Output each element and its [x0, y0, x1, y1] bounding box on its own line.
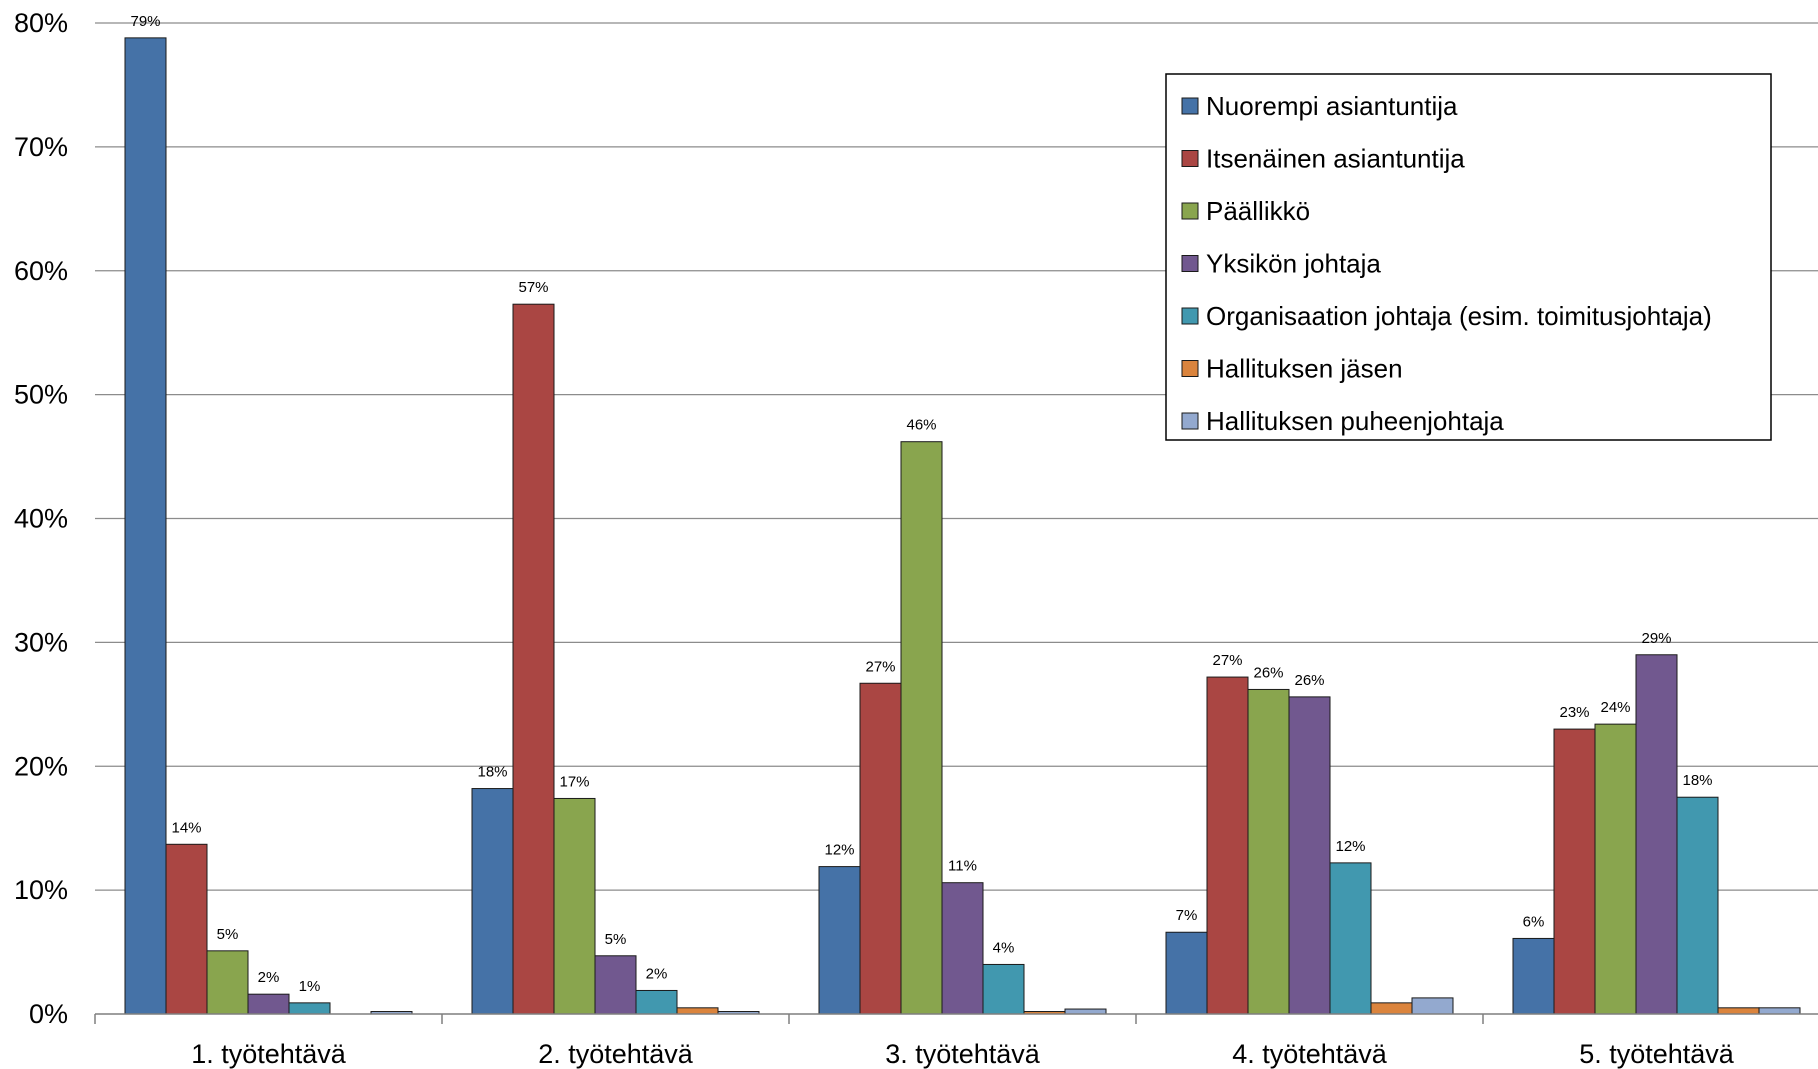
legend-swatch: [1181, 360, 1199, 377]
bar: [859, 682, 902, 1015]
legend-swatch: [1181, 255, 1199, 272]
data-label: 5%: [217, 926, 239, 943]
bar: [635, 989, 678, 1015]
y-tick-label: 50%: [14, 380, 68, 410]
x-tick-label: 4. työtehtävä: [1232, 1039, 1388, 1069]
y-tick-label: 10%: [14, 875, 68, 905]
x-tick-label: 2. työtehtävä: [538, 1039, 694, 1069]
data-label: 2%: [646, 965, 668, 982]
data-label: 18%: [477, 764, 507, 781]
data-label: 27%: [865, 658, 895, 675]
x-tick-label: 3. työtehtävä: [885, 1039, 1041, 1069]
y-tick-label: 80%: [14, 8, 68, 38]
data-label: 5%: [605, 931, 627, 948]
bar: [818, 866, 861, 1015]
data-label: 7%: [1176, 907, 1198, 924]
data-label: 12%: [1335, 838, 1365, 855]
legend-label: Yksikön johtaja: [1206, 249, 1381, 279]
data-labels: 79% 14% 5% 2% 1% 18% 57% 17% 5% 2% 12% 27% 46% 11% 4% 7…: [130, 13, 1712, 995]
bar: [1329, 862, 1372, 1015]
bar: [124, 37, 167, 1015]
bar: [1594, 723, 1637, 1015]
bar: [247, 993, 290, 1015]
legend-swatch: [1181, 412, 1199, 430]
data-label: 2%: [258, 969, 280, 986]
y-tick-label: 60%: [14, 256, 68, 286]
y-tick-label: 20%: [14, 751, 68, 781]
bar: [1717, 1007, 1760, 1015]
bar: [1206, 676, 1249, 1015]
bar: [1553, 728, 1596, 1015]
bar: [594, 955, 637, 1015]
legend-label: Itsenäinen asiantuntija: [1206, 144, 1465, 174]
legend-label: Nuorempi asiantuntija: [1206, 91, 1458, 121]
legend-label: Hallituksen jäsen: [1206, 354, 1403, 384]
data-label: 14%: [171, 819, 201, 836]
bar: [1370, 1002, 1413, 1015]
data-label: 17%: [559, 773, 589, 790]
legend-label: Hallituksen puheenjohtaja: [1206, 406, 1504, 436]
y-tick-label: 30%: [14, 627, 68, 657]
bars: [124, 37, 1801, 1015]
data-label: 23%: [1559, 704, 1589, 721]
y-tick-label: 40%: [14, 504, 68, 534]
data-label: 29%: [1641, 630, 1671, 647]
x-axis-tick-marks: [94, 1014, 1484, 1024]
bar: [206, 950, 249, 1015]
bar: [288, 1002, 331, 1015]
bar: [1165, 931, 1208, 1015]
data-label: 79%: [130, 13, 160, 30]
bar: [512, 303, 555, 1015]
y-axis-tick-labels: 0% 10% 20% 30% 40% 50% 60% 70% 80%: [14, 8, 68, 1029]
data-label: 4%: [993, 939, 1015, 956]
legend-swatch: [1181, 307, 1199, 325]
bar: [1247, 688, 1290, 1015]
bar: [941, 882, 984, 1015]
x-tick-label: 5. työtehtävä: [1579, 1039, 1735, 1069]
bar: [165, 843, 208, 1015]
gridlines: [95, 22, 1818, 891]
legend: Nuorempi asiantuntija Itsenäinen asiantun…: [1165, 73, 1772, 441]
y-tick-label: 0%: [29, 999, 68, 1029]
data-label: 11%: [948, 858, 977, 875]
bar: [676, 1007, 719, 1015]
data-label: 24%: [1600, 699, 1630, 716]
bar: [900, 441, 943, 1015]
legend-swatch: [1181, 150, 1199, 167]
legend-swatch: [1181, 97, 1199, 115]
data-label: 18%: [1682, 772, 1712, 789]
data-label: 6%: [1523, 913, 1545, 930]
bar: [1411, 997, 1454, 1015]
bar: [982, 963, 1025, 1015]
bar: [1676, 796, 1719, 1015]
data-label: 27%: [1212, 652, 1242, 669]
bar: [1635, 654, 1678, 1015]
bar: [1758, 1007, 1801, 1015]
legend-box: [1165, 73, 1772, 441]
data-label: 57%: [518, 279, 548, 296]
data-label: 1%: [299, 978, 321, 995]
data-label: 12%: [824, 842, 854, 859]
bar: [1512, 937, 1555, 1015]
bar: [471, 788, 514, 1015]
x-tick-label: 1. työtehtävä: [191, 1039, 347, 1069]
bar: [553, 797, 596, 1015]
legend-label: Päällikkö: [1206, 196, 1310, 226]
bar: [1288, 696, 1331, 1015]
legend-swatch: [1181, 202, 1199, 220]
legend-label: Organisaation johtaja (esim. toimitusjoh…: [1206, 301, 1712, 331]
data-label: 26%: [1253, 664, 1283, 681]
data-label: 46%: [906, 417, 936, 434]
y-tick-label: 70%: [14, 132, 68, 162]
data-label: 26%: [1294, 672, 1324, 689]
x-axis-tick-labels: 1. työtehtävä 2. työtehtävä 3. työtehtävä 4…: [191, 1039, 1735, 1069]
